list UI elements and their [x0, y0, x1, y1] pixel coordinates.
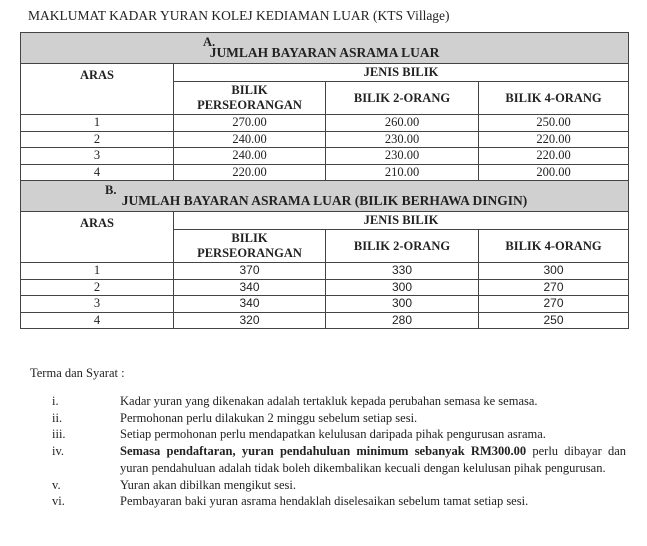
- fee-cell: 240.00: [173, 130, 326, 148]
- aras-cell: 3: [20, 147, 174, 165]
- aras-cell: 2: [20, 278, 174, 296]
- fee-table-b: B. JUMLAH BAYARAN ASRAMA LUAR (BILIK BERH…: [20, 180, 629, 329]
- fee-cell: 220.00: [173, 163, 326, 181]
- fee-cell: 260.00: [325, 114, 479, 132]
- term-number: v.: [52, 477, 61, 492]
- aras-cell: 1: [20, 262, 174, 280]
- term-text: Yuran akan dibilkan mengikut sesi.: [120, 477, 630, 494]
- table-row: 3 240.00 230.00 220.00: [20, 147, 630, 165]
- table-row: 3 340 300 270: [20, 295, 629, 313]
- aras-cell: 3: [20, 295, 174, 313]
- col-header: BILIK PERSEORANGAN: [173, 229, 326, 263]
- fee-cell: 230.00: [325, 130, 479, 148]
- term-body: Setiap permohonan perlu mendapatkan kelu…: [120, 427, 546, 442]
- terms-section: Terma dan Syarat : i. Kadar yuran yang di…: [30, 366, 630, 510]
- term-body: perlu dibayar dan yuran pendahuluan adal…: [120, 444, 627, 475]
- term-item: ii. Permohonan perlu dilakukan 2 minggu s…: [30, 410, 630, 427]
- fee-cell: 220.00: [477, 147, 630, 165]
- term-text: Setiap permohonan perlu mendapatkan kelu…: [120, 426, 630, 443]
- term-number: ii.: [52, 410, 63, 425]
- term-bold-text: Semasa pendaftaran, yuran pendahuluan mi…: [120, 444, 527, 459]
- col-header: BILIK 2-ORANG: [325, 81, 479, 115]
- fee-cell: 250.00: [477, 114, 630, 132]
- section-b-heading: B. JUMLAH BAYARAN ASRAMA LUAR (BILIK BERH…: [20, 180, 629, 212]
- fee-cell: 220.00: [477, 130, 630, 148]
- term-body: Kadar yuran yang dikenakan adalah tertak…: [120, 394, 538, 408]
- fee-cell: 210.00: [325, 163, 479, 181]
- fee-cell: 300: [325, 278, 479, 296]
- term-item: v. Yuran akan dibilkan mengikut sesi.: [30, 477, 630, 494]
- fee-cell: 270: [478, 295, 629, 313]
- term-text: Pembayaran baki yuran asrama hendaklah d…: [120, 493, 630, 510]
- aras-header: ARAS: [20, 63, 174, 115]
- table-row: 4 320 280 250: [20, 311, 629, 329]
- fee-cell: 300: [478, 262, 629, 280]
- section-letter: A.: [203, 35, 216, 49]
- fee-cell: 320: [173, 311, 326, 329]
- aras-cell: 1: [20, 114, 174, 132]
- section-a-heading: A. JUMLAH BAYARAN ASRAMA LUAR: [19, 32, 630, 64]
- term-item: i. Kadar yuran yang dikenakan adalah tert…: [30, 393, 630, 410]
- section-letter: B.: [105, 183, 117, 197]
- fee-cell: 230.00: [325, 147, 479, 165]
- term-text: Permohonan perlu dilakukan 2 minggu sebe…: [120, 410, 630, 427]
- col-header: BILIK PERSEORANGAN: [173, 81, 326, 115]
- fee-cell: 340: [173, 295, 326, 313]
- term-number: iii.: [52, 427, 66, 442]
- fee-cell: 270.00: [173, 114, 326, 132]
- col-header: BILIK 2-ORANG: [325, 229, 479, 263]
- term-body: Yuran akan dibilkan mengikut sesi.: [120, 477, 297, 492]
- aras-cell: 4: [20, 311, 174, 329]
- fee-table-a: A. JUMLAH BAYARAN ASRAMA LUAR ARAS JENIS B…: [19, 32, 630, 181]
- section-title: JUMLAH BAYARAN ASRAMA LUAR: [209, 44, 440, 60]
- fee-cell: 370: [173, 262, 326, 280]
- col-header: BILIK 4-ORANG: [477, 81, 630, 115]
- table-row: 1 370 330 300: [20, 262, 629, 280]
- term-body: Pembayaran baki yuran asrama hendaklah d…: [120, 494, 529, 509]
- fee-cell: 280: [325, 311, 479, 329]
- table-row: 4 220.00 210.00 200.00: [20, 163, 630, 181]
- term-item: vi. Pembayaran baki yuran asrama hendakla…: [30, 493, 630, 510]
- terms-heading: Terma dan Syarat :: [30, 366, 125, 380]
- jenis-bilik-header: JENIS BILIK: [172, 63, 630, 82]
- fee-cell: 330: [325, 262, 479, 280]
- term-body: Permohonan perlu dilakukan 2 minggu sebe…: [120, 410, 418, 425]
- term-text: Kadar yuran yang dikenakan adalah tertak…: [120, 393, 630, 410]
- term-item: iv. Semasa pendaftaran, yuran pendahuluan…: [30, 443, 630, 476]
- jenis-bilik-header: JENIS BILIK: [173, 211, 629, 230]
- term-number: i.: [52, 394, 59, 408]
- section-title: JUMLAH BAYARAN ASRAMA LUAR (BILIK BERHAW…: [121, 192, 528, 208]
- table-row: 2 240.00 230.00 220.00: [20, 130, 630, 148]
- aras-cell: 2: [20, 130, 174, 148]
- term-text: Semasa pendaftaran, yuran pendahuluan mi…: [120, 443, 630, 476]
- fee-cell: 300: [325, 295, 479, 313]
- fee-cell: 340: [173, 278, 326, 296]
- fee-cell: 240.00: [173, 147, 326, 165]
- term-number: vi.: [52, 494, 65, 509]
- aras-header: ARAS: [20, 211, 174, 263]
- fee-cell: 200.00: [477, 163, 630, 181]
- table-row: 1 270.00 260.00 250.00: [20, 114, 630, 132]
- fee-cell: 270: [478, 278, 629, 296]
- aras-cell: 4: [20, 163, 174, 181]
- term-item: iii. Setiap permohonan perlu mendapatkan …: [30, 426, 630, 443]
- table-row: 2 340 300 270: [20, 278, 629, 296]
- fee-cell: 250: [478, 311, 629, 329]
- col-header: BILIK 4-ORANG: [478, 229, 629, 263]
- term-number: iv.: [52, 444, 65, 459]
- document-title: MAKLUMAT KADAR YURAN KOLEJ KEDIAMAN LUAR…: [28, 8, 450, 23]
